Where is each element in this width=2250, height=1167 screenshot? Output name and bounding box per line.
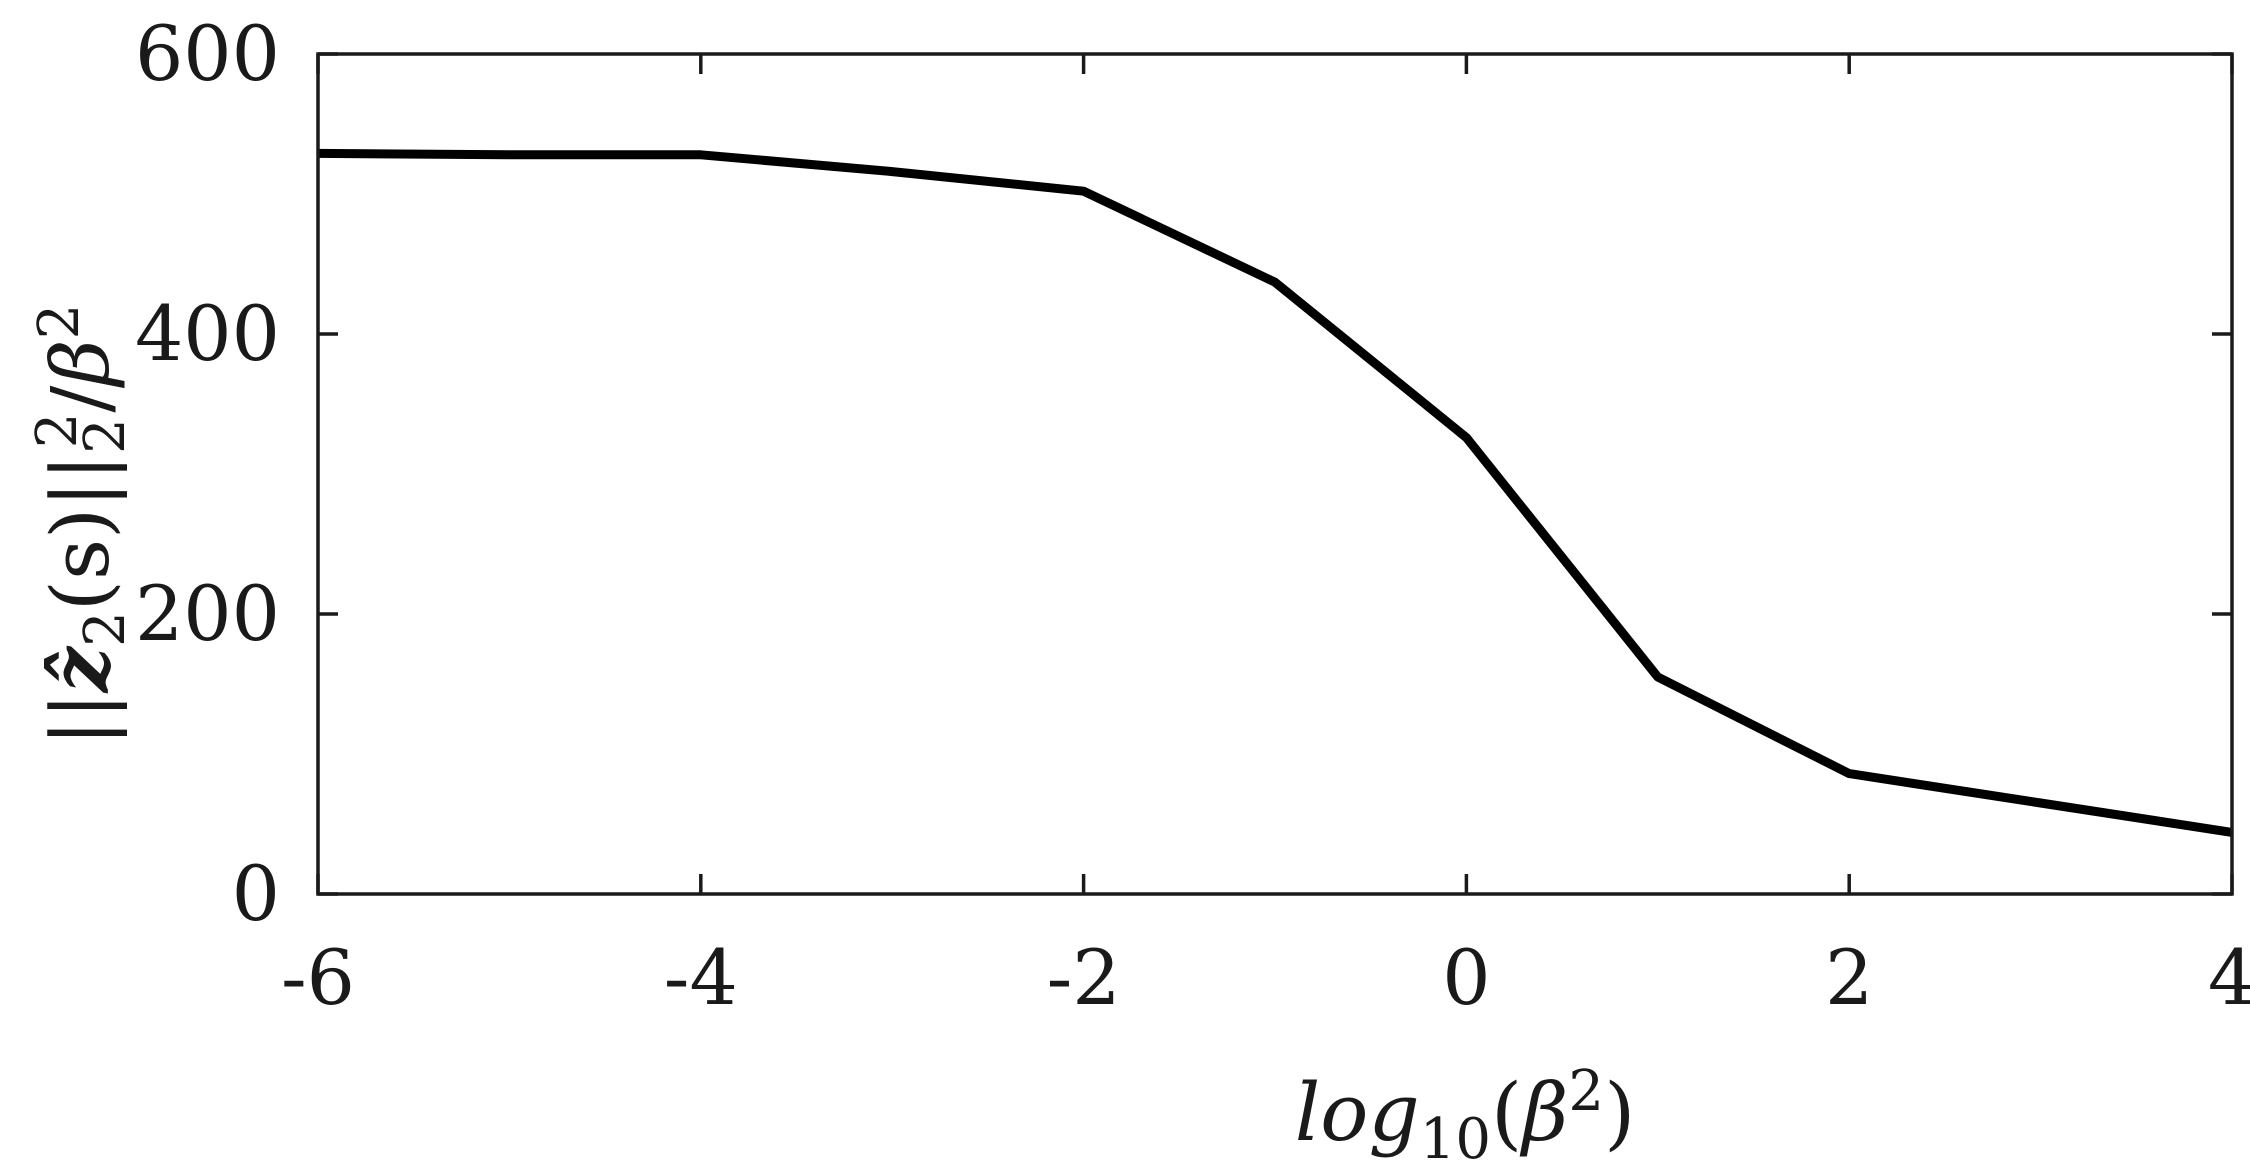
ticks-layer — [316, 52, 2234, 896]
y-label-open-norm: || — [34, 692, 127, 746]
y-label-slash: / — [34, 386, 127, 413]
y-label-arg: (s) — [34, 508, 127, 611]
y-label-norm-sub: 2 — [73, 418, 138, 454]
y-label-norm-sup: 2 — [25, 413, 90, 449]
plot-frame — [316, 52, 2234, 896]
x-tick-label: -4 — [664, 933, 738, 1022]
x-tick-label: 0 — [1442, 933, 1490, 1022]
y-label-close-norm: || — [34, 454, 127, 508]
x-tick-label: 4 — [2208, 933, 2250, 1022]
x-label-subscript: 10 — [1420, 1107, 1491, 1167]
x-tick-label: -2 — [1047, 933, 1121, 1022]
y-tick-label: 600 — [135, 9, 280, 98]
y-tick-label: 400 — [135, 289, 280, 378]
x-axis-label: log10(β2) — [1295, 1059, 1636, 1167]
x-tick-label: -6 — [281, 933, 355, 1022]
x-label-close-paren: ) — [1604, 1066, 1635, 1159]
y-tick-label: 200 — [135, 569, 280, 658]
tick-labels-layer: -6 -4 -2 0 2 4 0 200 400 600 — [135, 9, 2250, 1022]
y-label-symbol-sub: 2 — [73, 611, 138, 647]
series-layer — [317, 148, 2233, 837]
x-label-open-paren: ( — [1491, 1066, 1522, 1159]
y-axis-label: ||ẑ2(s)||22/β2 — [25, 304, 138, 747]
y-tick-label: 0 — [232, 849, 280, 938]
x-tick-label: 2 — [1825, 933, 1873, 1022]
x-label-symbol: β — [1519, 1066, 1568, 1159]
x-label-base: log — [1295, 1066, 1420, 1159]
y-label-divisor-sup: 2 — [27, 304, 92, 340]
series-line — [317, 148, 2233, 837]
y-label-symbol: ẑ — [33, 645, 127, 694]
x-label-superscript: 2 — [1568, 1059, 1604, 1124]
y-label-divisor: β — [34, 339, 127, 388]
